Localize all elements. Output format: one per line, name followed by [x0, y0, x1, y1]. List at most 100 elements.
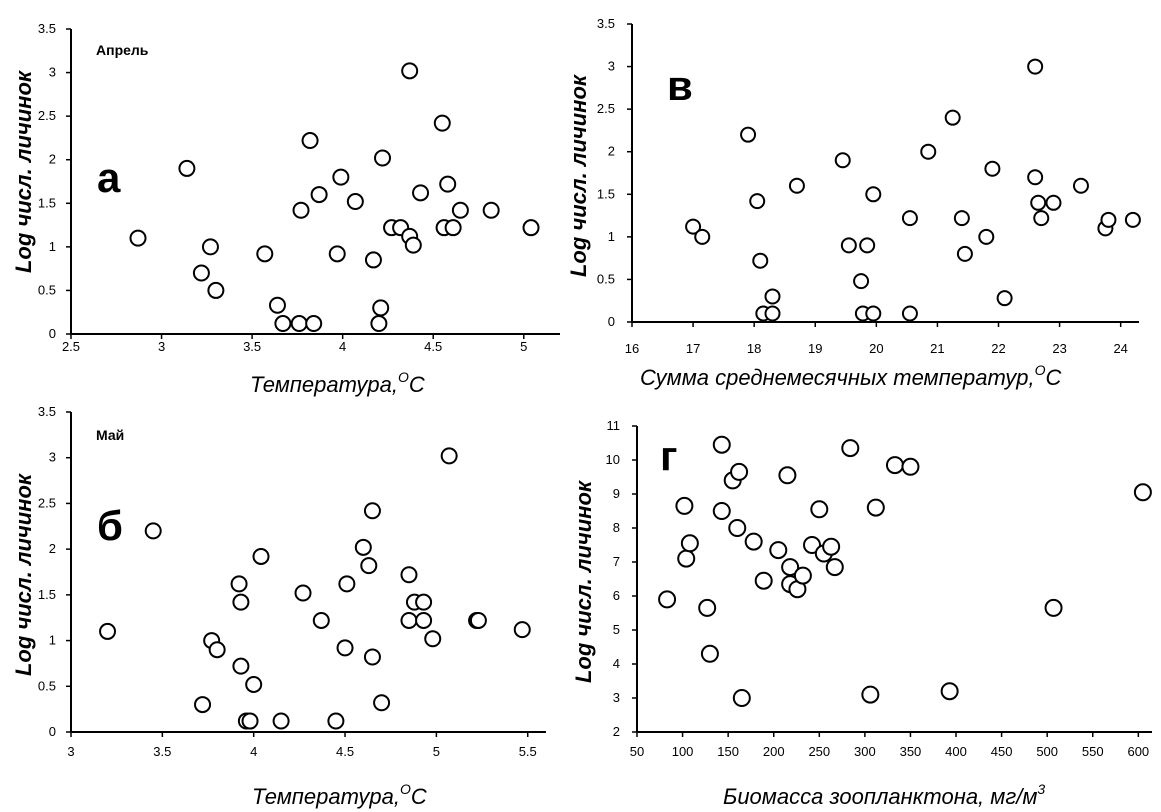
data-point — [698, 598, 717, 617]
data-point — [415, 611, 433, 629]
x-tick-label: 600 — [1127, 744, 1149, 759]
data-point — [712, 502, 731, 520]
data-point — [424, 630, 442, 648]
data-point — [978, 228, 995, 245]
data-point — [360, 557, 378, 575]
data-point — [208, 641, 226, 659]
ylabel-v: Log числ. личинок — [566, 73, 591, 277]
data-point — [401, 62, 419, 80]
data-point — [658, 590, 677, 609]
data-point — [370, 315, 388, 333]
y-tick-label: 0 — [49, 326, 56, 341]
month-label-a: Апрель — [96, 42, 149, 58]
y-tick-label: 8 — [613, 520, 620, 535]
data-point — [778, 466, 797, 485]
x-tick-label: 16 — [625, 341, 639, 356]
x-tick-label: 20 — [869, 341, 883, 356]
data-point — [274, 315, 292, 333]
data-point — [232, 657, 250, 675]
data-point — [732, 689, 751, 707]
data-point — [1124, 211, 1141, 228]
data-point — [245, 675, 263, 693]
data-point — [803, 536, 822, 554]
y-tick-label: 2.5 — [38, 108, 56, 123]
data-point — [178, 159, 196, 177]
data-point — [338, 575, 356, 593]
y-tick-label: 9 — [613, 486, 620, 501]
y-tick-label: 1 — [49, 239, 56, 254]
panel-letter-g: г — [660, 432, 678, 479]
data-point — [853, 273, 870, 290]
data-point — [675, 496, 694, 515]
data-point — [290, 315, 308, 333]
data-point — [749, 193, 766, 210]
x-tick-label: 23 — [1052, 341, 1066, 356]
data-point — [1133, 483, 1152, 502]
plot-a: 2.5 3 3.5 4 4.5 5 0 0.5 1 1.5 2 2.5 3 3.5 — [38, 21, 560, 354]
data-point — [728, 519, 747, 537]
x-tick-label: 24 — [1113, 341, 1127, 356]
data-point — [469, 611, 487, 629]
data-point — [444, 219, 462, 237]
y-tick-label: 4 — [613, 656, 620, 671]
y-tick-label: 3 — [613, 690, 620, 705]
data-point — [859, 237, 876, 254]
x-tick-label: 5 — [433, 744, 440, 759]
data-point — [256, 245, 274, 263]
month-label-b: Май — [96, 427, 124, 443]
data-point — [364, 251, 382, 269]
y-tick-label: 0.5 — [597, 271, 615, 286]
y-tick-label: 5 — [613, 622, 620, 637]
x-tick-label: 17 — [686, 341, 700, 356]
data-point — [901, 305, 918, 322]
xlabel-b: Температура,OC — [252, 781, 427, 809]
data-point — [144, 522, 162, 540]
data-point — [129, 229, 147, 247]
data-point — [305, 315, 323, 333]
x-tick-label: 450 — [991, 744, 1013, 759]
data-point — [744, 532, 763, 551]
x-tick-label: 350 — [900, 744, 922, 759]
panel-b: Log числ. личинок Май б 3 3.5 4 4.5 5 5.5 0 0.5… — [11, 404, 546, 809]
data-point — [294, 584, 312, 602]
data-point — [363, 648, 381, 666]
x-tick-label: 5.5 — [519, 744, 537, 759]
y-tick-label: 10 — [606, 452, 620, 467]
data-point — [920, 143, 937, 160]
data-point — [825, 558, 844, 577]
ylabel-g: Log числ. личинок — [571, 479, 596, 683]
data-point — [1030, 194, 1047, 211]
data-point — [953, 210, 970, 227]
data-point — [201, 238, 219, 256]
x-tick-label: 5 — [520, 339, 527, 354]
data-point — [451, 201, 469, 219]
data-point — [336, 639, 354, 657]
x-tick-label: 50 — [630, 744, 644, 759]
y-tick-label: 3 — [49, 450, 56, 465]
data-point — [730, 462, 749, 481]
data-point — [440, 447, 458, 465]
y-tick-label: 2 — [608, 144, 615, 159]
x-tick-label: 22 — [991, 341, 1005, 356]
data-point — [866, 498, 885, 517]
y-tick-label: 1.5 — [597, 186, 615, 201]
data-point — [834, 152, 851, 169]
data-point — [861, 685, 880, 704]
panel-v: Log числ. личинок в 16 17 18 19 20 21 22 23 2400… — [566, 16, 1141, 390]
data-point — [373, 694, 391, 712]
data-point — [374, 149, 392, 167]
data-point — [241, 712, 259, 730]
data-point — [412, 184, 430, 202]
x-tick-label: 2.5 — [62, 339, 80, 354]
xlabel-a: Температура,OC — [250, 369, 425, 397]
data-point — [312, 611, 330, 629]
panel-letter-b: б — [97, 502, 123, 549]
y-tick-label: 1 — [49, 633, 56, 648]
data-point — [230, 575, 248, 593]
x-tick-label: 100 — [672, 744, 694, 759]
y-tick-label: 2.5 — [38, 495, 56, 510]
data-point — [1045, 194, 1062, 211]
data-point — [754, 571, 773, 590]
x-tick-label: 150 — [717, 744, 739, 759]
data-point — [764, 288, 781, 305]
